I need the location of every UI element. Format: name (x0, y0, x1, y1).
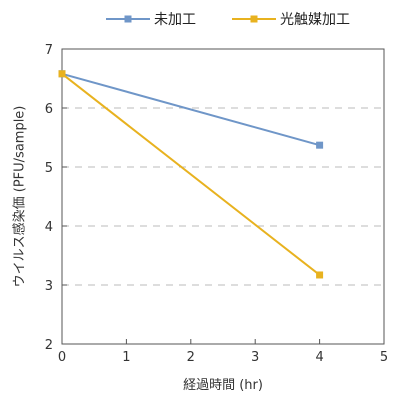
y-tick-label: 4 (45, 220, 53, 235)
legend-swatch-marker (250, 15, 258, 23)
y-axis-title: ウイルス感染価 (PFU/sample) (12, 106, 28, 288)
y-axis-ticks: 2 3 4 5 6 7 (45, 43, 67, 353)
legend-swatch-marker (124, 15, 132, 23)
x-tick-label: 2 (187, 350, 195, 365)
x-tick-label: 0 (58, 350, 66, 365)
data-point (58, 70, 66, 78)
y-tick-label: 5 (45, 161, 53, 176)
legend-label: 光触媒加工 (280, 12, 350, 28)
series-line (61, 72, 320, 147)
x-tick-label: 4 (315, 350, 323, 365)
y-tick-label: 2 (45, 338, 53, 353)
y-tick-label: 7 (45, 43, 53, 58)
data-point (316, 141, 324, 149)
y-tick-label: 3 (45, 279, 53, 294)
y-tick-label: 6 (45, 102, 53, 117)
series-line (61, 72, 321, 276)
grid-lines (62, 107, 384, 286)
x-axis-title: 経過時間 (hr) (183, 378, 263, 393)
series-group (58, 70, 324, 279)
legend: 未加工 光触媒加工 (106, 12, 350, 28)
plot-area-frame (61, 48, 385, 345)
x-tick-label: 3 (251, 350, 259, 365)
x-tick-label: 5 (380, 350, 388, 365)
x-tick-label: 1 (122, 350, 130, 365)
data-point (316, 271, 324, 279)
x-axis-ticks: 0 1 2 3 4 5 (58, 339, 388, 365)
legend-label: 未加工 (154, 12, 196, 28)
